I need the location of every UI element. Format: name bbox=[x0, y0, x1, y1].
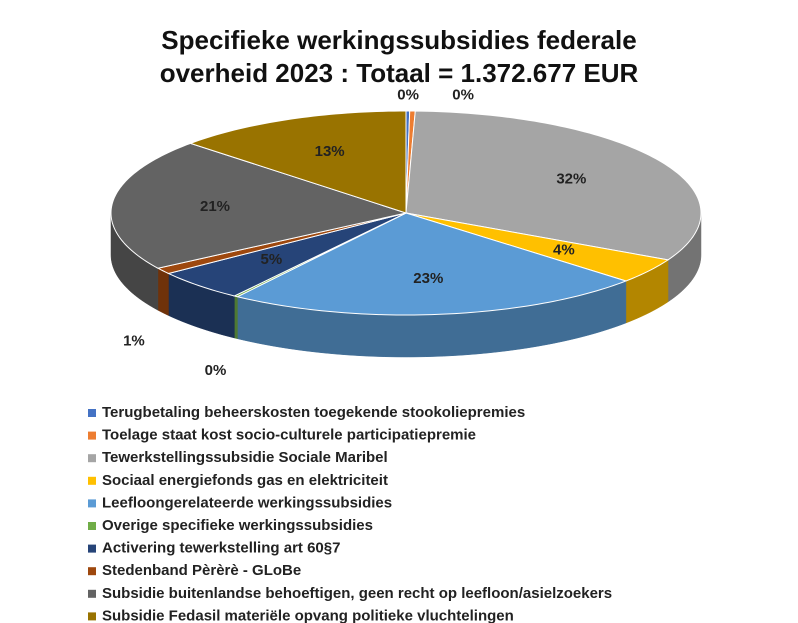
data-label: 1% bbox=[123, 333, 145, 350]
legend-label: Tewerkstellingssubsidie Sociale Maribel bbox=[102, 449, 388, 466]
legend-swatch bbox=[88, 409, 96, 417]
legend-label: Sociaal energiefonds gas en elektricitei… bbox=[102, 472, 388, 489]
pie-slice bbox=[235, 212, 628, 316]
legend-swatch bbox=[88, 589, 96, 598]
data-label: 23% bbox=[413, 270, 443, 287]
legend-swatch bbox=[88, 612, 96, 621]
legend-swatch bbox=[88, 476, 96, 485]
data-label: 32% bbox=[556, 170, 586, 187]
legend-label: Subsidie buitenlandse behoeftigen, geen … bbox=[102, 585, 612, 602]
legend-label: Toelage staat kost socio-culturele parti… bbox=[102, 427, 476, 444]
data-label: 0% bbox=[205, 362, 227, 379]
pie-slice bbox=[405, 212, 670, 282]
pie-slice-side bbox=[234, 295, 238, 340]
legend-swatch bbox=[88, 499, 96, 508]
pie-slice bbox=[167, 212, 407, 297]
data-label: 21% bbox=[200, 198, 230, 215]
data-label: 0% bbox=[397, 87, 419, 104]
chart-title: Specifieke werkingssubsidies federale ov… bbox=[159, 25, 639, 88]
legend-label: Activering tewerkstelling art 60§7 bbox=[102, 540, 340, 557]
legend-label: Terugbetaling beheerskosten toegekende s… bbox=[102, 404, 525, 421]
pie-slice bbox=[188, 110, 407, 214]
data-label: 0% bbox=[452, 87, 474, 104]
legend-swatch bbox=[88, 454, 96, 463]
pie-slice-side bbox=[157, 267, 169, 316]
data-label: 13% bbox=[315, 143, 345, 160]
pie-slice bbox=[110, 142, 408, 269]
pie-slice bbox=[405, 110, 702, 261]
legend-swatch bbox=[88, 544, 96, 553]
legend-swatch bbox=[88, 431, 96, 440]
data-label: 4% bbox=[553, 242, 575, 259]
legend-label: Subsidie Fedasil materiële opvang politi… bbox=[102, 607, 514, 623]
legend-swatch bbox=[88, 567, 96, 576]
data-label: 5% bbox=[261, 251, 283, 268]
legend-label: Overige specifieke werkingssubsidies bbox=[102, 517, 373, 534]
legend-swatch bbox=[88, 522, 96, 530]
legend-label: Stedenband Pèrèrè - GLoBe bbox=[102, 562, 301, 579]
legend-label: Leefloongerelateerde werkingssubsidies bbox=[102, 494, 392, 511]
